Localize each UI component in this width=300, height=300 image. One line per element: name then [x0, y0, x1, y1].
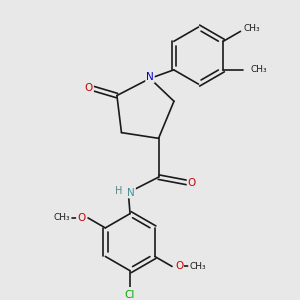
Text: O: O	[188, 178, 196, 188]
Text: Cl: Cl	[125, 290, 135, 300]
Text: H: H	[115, 186, 123, 197]
Text: O: O	[77, 213, 85, 223]
Text: CH₃: CH₃	[189, 262, 206, 271]
Text: CH₃: CH₃	[250, 65, 267, 74]
Text: O: O	[175, 261, 183, 272]
Text: CH₃: CH₃	[53, 213, 70, 222]
Text: CH₃: CH₃	[243, 24, 260, 33]
Text: N: N	[127, 188, 135, 197]
Text: N: N	[146, 72, 154, 82]
Text: O: O	[85, 83, 93, 93]
